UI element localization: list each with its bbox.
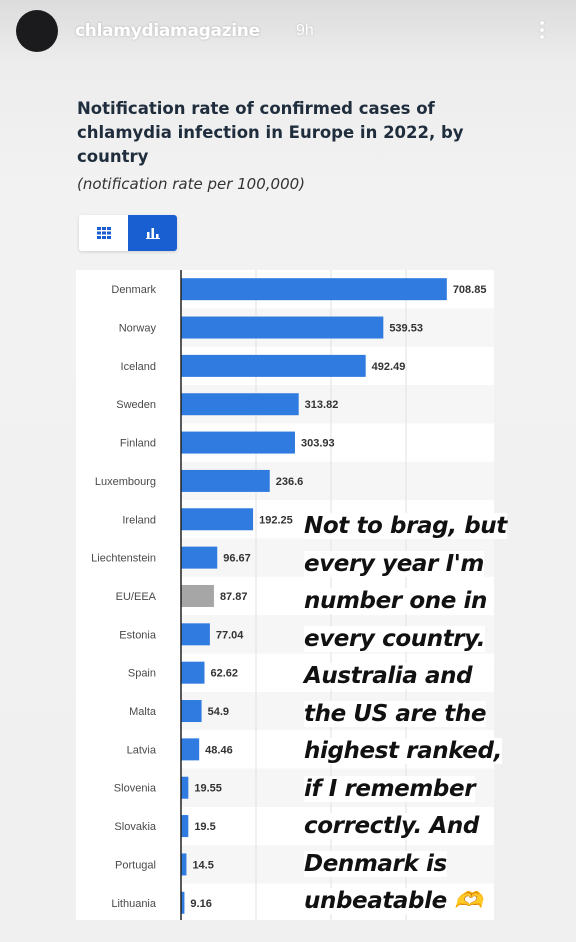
value-label: 313.82 bbox=[305, 399, 339, 411]
caption-line: every country. bbox=[304, 625, 486, 652]
bar bbox=[181, 815, 189, 838]
value-label: 303.93 bbox=[301, 438, 335, 450]
value-label: 492.49 bbox=[372, 361, 406, 373]
value-label: 54.9 bbox=[208, 706, 229, 718]
category-label: Slovenia bbox=[114, 783, 157, 795]
chart-view-button[interactable] bbox=[128, 215, 177, 251]
view-toggle bbox=[79, 215, 177, 251]
category-label: Iceland bbox=[121, 361, 156, 373]
value-label: 96.67 bbox=[223, 553, 251, 565]
value-label: 14.5 bbox=[192, 859, 213, 871]
username[interactable]: chlamydiamagazine bbox=[75, 21, 260, 41]
story-footer bbox=[0, 920, 576, 942]
value-label: 236.6 bbox=[276, 476, 304, 488]
value-label: 77.04 bbox=[216, 629, 244, 641]
caption-line: Not to brag, but bbox=[304, 513, 507, 539]
caption-line: every year I'm bbox=[304, 550, 484, 577]
avatar[interactable] bbox=[16, 10, 58, 52]
bar bbox=[181, 354, 366, 377]
chart-subtitle: (notification rate per 100,000) bbox=[77, 175, 306, 193]
bar bbox=[181, 393, 299, 416]
bar bbox=[181, 661, 205, 684]
bar bbox=[181, 700, 202, 723]
category-label: Lithuania bbox=[111, 898, 157, 910]
category-label: Spain bbox=[128, 668, 156, 680]
category-label: Norway bbox=[119, 323, 157, 335]
value-label: 19.5 bbox=[194, 821, 215, 833]
bar bbox=[181, 853, 187, 876]
value-label: 9.16 bbox=[190, 898, 211, 910]
bar bbox=[181, 738, 200, 761]
value-label: 62.62 bbox=[210, 668, 238, 680]
bar bbox=[181, 584, 214, 607]
more-options-icon[interactable] bbox=[534, 18, 550, 44]
bar bbox=[181, 776, 189, 799]
bar bbox=[181, 508, 254, 531]
table-view-button[interactable] bbox=[79, 215, 128, 251]
category-label: Ireland bbox=[122, 514, 156, 526]
bar bbox=[181, 469, 270, 492]
category-label: Slovakia bbox=[114, 821, 156, 833]
category-label: Sweden bbox=[116, 399, 156, 411]
category-label: Finland bbox=[120, 438, 156, 450]
caption-line: if I remember bbox=[304, 775, 476, 802]
bar bbox=[181, 546, 218, 569]
category-label: Luxembourg bbox=[95, 476, 156, 488]
category-label: Denmark bbox=[111, 284, 156, 296]
bar bbox=[181, 278, 447, 301]
value-label: 539.53 bbox=[389, 323, 423, 335]
story-header: chlamydiamagazine 9h bbox=[0, 0, 576, 64]
caption-line: unbeatable 🫶 bbox=[304, 888, 483, 914]
bar bbox=[181, 316, 384, 339]
bar bbox=[181, 431, 295, 454]
caption-line: Denmark is bbox=[304, 850, 447, 877]
value-label: 192.25 bbox=[259, 514, 293, 526]
value-label: 708.85 bbox=[453, 284, 487, 296]
value-label: 87.87 bbox=[220, 591, 248, 603]
caption-line: Australia and bbox=[304, 663, 473, 689]
story-time: 9h bbox=[296, 22, 314, 39]
category-label: Malta bbox=[129, 706, 157, 718]
category-label: Latvia bbox=[127, 744, 157, 756]
caption-line: the US are the bbox=[304, 700, 487, 727]
category-label: Portugal bbox=[115, 859, 156, 871]
category-label: EU/EEA bbox=[116, 591, 157, 603]
value-label: 48.46 bbox=[205, 744, 233, 756]
story-caption: Not to brag, but every year I'm number one… bbox=[304, 508, 572, 921]
caption-line: number one in bbox=[304, 588, 487, 614]
bar-chart-icon bbox=[145, 228, 160, 239]
bar bbox=[181, 623, 210, 646]
caption-line: correctly. And bbox=[304, 813, 479, 839]
category-label: Liechtenstein bbox=[91, 553, 156, 565]
value-label: 19.55 bbox=[194, 783, 222, 795]
chart-title: Notification rate of confirmed cases of … bbox=[77, 99, 464, 166]
category-label: Estonia bbox=[119, 629, 157, 641]
caption-line: highest ranked, bbox=[304, 738, 502, 764]
bar bbox=[181, 891, 185, 914]
table-grid-icon bbox=[96, 227, 111, 239]
